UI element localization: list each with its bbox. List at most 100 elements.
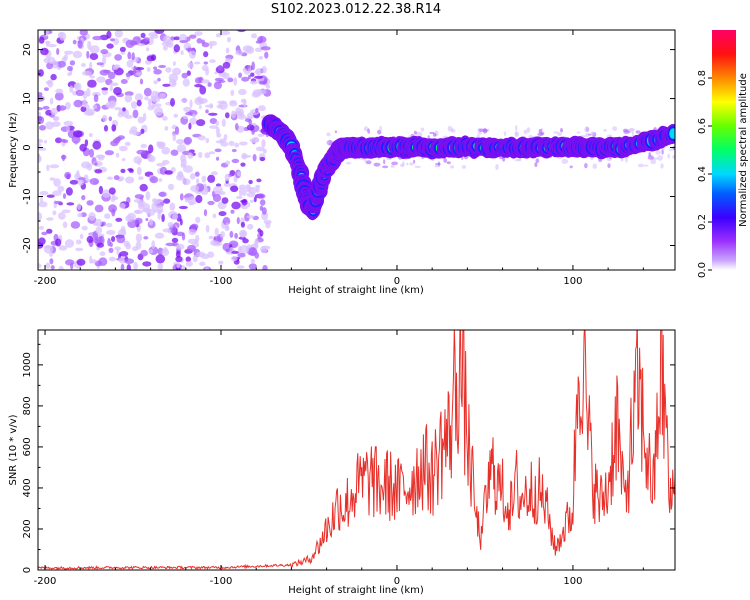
noise-blob [220, 141, 229, 147]
noise-blob [255, 146, 265, 152]
noise-blob [179, 193, 184, 201]
noise-blob [176, 144, 187, 153]
noise-blob [157, 77, 161, 82]
noise-blob [175, 255, 183, 263]
noise-blob [259, 199, 266, 206]
noise-blob [189, 50, 196, 59]
noise-blob [58, 105, 67, 111]
noise-blob [204, 267, 209, 270]
noise-blob [326, 141, 330, 145]
noise-blob [56, 60, 66, 68]
y-tick-label: 400 [22, 478, 33, 497]
noise-blob [45, 262, 51, 269]
noise-blob [185, 111, 193, 116]
y-tick-label: 0 [22, 567, 33, 573]
noise-blob [188, 228, 197, 236]
noise-blob [221, 197, 229, 204]
noise-blob [131, 52, 135, 61]
noise-blob [215, 126, 220, 136]
noise-blob [233, 77, 238, 86]
noise-blob [214, 148, 222, 153]
noise-blob [127, 51, 132, 60]
colorbar-tick-label: 0.8 [697, 70, 708, 86]
noise-blob [334, 130, 337, 134]
noise-blob [86, 88, 91, 97]
noise-blob [414, 165, 421, 169]
noise-blob [78, 177, 86, 181]
noise-blob [109, 242, 113, 248]
noise-blob [220, 30, 231, 36]
noise-blob [195, 216, 201, 224]
noise-blob [92, 140, 102, 150]
noise-blob [136, 99, 142, 107]
y-tick-label: -10 [22, 188, 33, 204]
noise-blob [461, 165, 466, 169]
noise-blob [75, 239, 82, 245]
noise-blob [205, 137, 210, 144]
noise-blob [230, 185, 239, 193]
noise-blob [258, 105, 266, 112]
noise-blob [630, 128, 635, 131]
noise-blob [110, 100, 117, 108]
noise-blob [164, 170, 173, 175]
noise-blob [183, 136, 192, 145]
noise-blob [126, 60, 134, 68]
noise-blob [38, 212, 43, 221]
noise-blob [487, 128, 490, 132]
noise-blob [655, 150, 661, 155]
x-tick-label: -200 [34, 276, 57, 287]
noise-blob [561, 158, 569, 164]
noise-blob [190, 223, 199, 230]
noise-blob [189, 34, 197, 39]
noise-blob [146, 47, 150, 52]
noise-blob [180, 50, 184, 55]
noise-blob [92, 35, 103, 41]
noise-blob [76, 170, 80, 177]
noise-blob [607, 163, 611, 169]
noise-blob [173, 44, 180, 53]
noise-blob [590, 131, 595, 135]
noise-blob [148, 249, 154, 254]
noise-blob [75, 89, 85, 97]
noise-blob [167, 221, 174, 228]
noise-blob [121, 158, 126, 162]
noise-blob [246, 215, 255, 219]
noise-blob [94, 169, 103, 174]
noise-blob [207, 200, 215, 206]
chart-title: S102.2023.012.22.38.R14 [270, 2, 442, 17]
noise-blob [523, 129, 528, 135]
noise-blob [256, 89, 267, 95]
noise-blob [133, 199, 143, 203]
y-tick-label: 1000 [22, 352, 33, 377]
noise-blob [81, 225, 88, 231]
noise-blob [143, 236, 149, 240]
noise-blob [119, 202, 126, 209]
noise-blob [252, 154, 257, 162]
noise-blob [209, 118, 218, 124]
noise-blob [99, 251, 106, 256]
noise-blob [260, 46, 271, 51]
noise-blob [230, 255, 238, 262]
noise-blob [46, 164, 50, 172]
noise-blob [478, 128, 485, 132]
noise-blob [635, 130, 641, 134]
noise-blob [148, 32, 158, 37]
noise-blob [155, 254, 166, 264]
noise-blob [194, 31, 203, 36]
noise-blob [210, 171, 218, 176]
noise-blob [114, 107, 122, 111]
noise-blob [245, 46, 255, 54]
noise-blob [49, 97, 54, 105]
noise-blob [172, 61, 176, 66]
y-tick-label: 0 [22, 144, 33, 150]
noise-blob [62, 139, 69, 144]
noise-blob [152, 198, 158, 204]
noise-blob [95, 226, 103, 234]
noise-blob [61, 209, 71, 214]
noise-blob [44, 139, 47, 144]
noise-blob [182, 78, 190, 87]
noise-blob [256, 178, 262, 183]
noise-blob [64, 171, 72, 179]
